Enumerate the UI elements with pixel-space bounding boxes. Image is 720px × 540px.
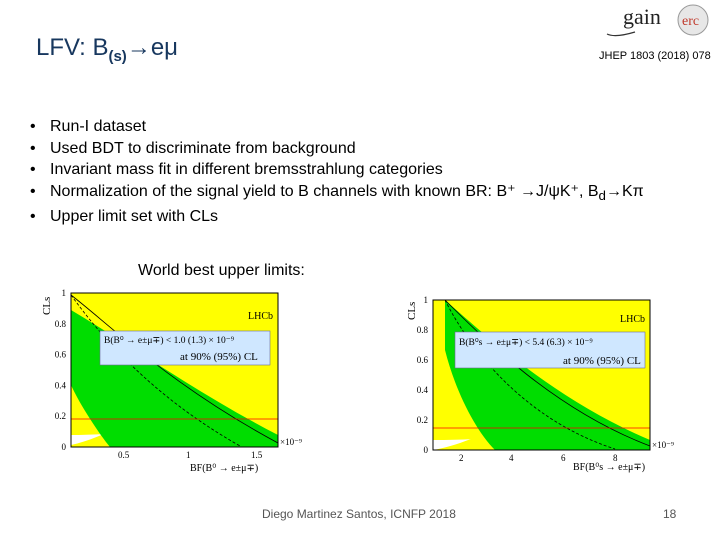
y-tick-label: 0.4 [417,385,429,395]
y-tick-label: 0.8 [55,319,67,329]
bullet-text: Upper limit set with CLs [50,208,219,226]
page-number: 18 [663,507,677,521]
journal-reference: JHEP 1803 (2018) 078 [599,50,711,62]
x-tick-label: 0.5 [118,450,130,460]
slide-title: LFV: B(s)→eμ [36,34,178,65]
y-tick-label: 0.2 [55,411,66,421]
bullet-subscript: d [598,187,606,203]
band-1sigma [445,300,650,450]
x-axis-label: BF(B⁰s → e±μ∓) [573,462,645,473]
limit-box [99,330,271,366]
bullet-text-main: Normalization of the signal yield to B c… [50,182,599,200]
y-tick-label: 0 [424,445,429,455]
bullet-marker: • [30,208,36,226]
y-tick-label: 0.4 [55,380,67,390]
arrow-icon: → [126,34,151,61]
logo-text-gain: gain [623,4,661,29]
bullet-item: • Upper limit set with CLs [30,206,670,228]
y-tick-label: 0 [62,442,67,452]
bullet-marker: • [30,118,36,135]
logo-text-erc: erc [682,14,699,29]
x-scale-label: ×10⁻⁹ [280,437,302,447]
cls-plot-b0: CLs LHCb B(B⁰ → e±μ∓) < 1.0 (1.3) × 10⁻⁹… [41,288,302,474]
plot-area [70,292,279,448]
bullet-item: • Used BDT to discriminate from backgroun… [30,138,670,160]
bullet-text-tail: →Kπ [605,182,644,200]
x-axis-label: BF(B⁰ → e±μ∓) [190,463,258,474]
bullet-marker: • [30,139,36,157]
x-tick-label: 8 [613,453,618,463]
bullet-text: Used BDT to discriminate from background [50,139,356,157]
title-subscript: (s) [108,48,127,65]
footer-author: Diego Martinez Santos, ICNFP 2018 [262,507,456,521]
x-tick-label: 1 [186,450,191,460]
x-tick-label: 6 [561,453,566,463]
cls-plot-bs: CLs LHCb B(B⁰s → e±μ∓) < 5.4 (6.3) × 10⁻… [406,295,674,473]
x-tick-label: 1.5 [251,450,263,460]
y-tick-label: 1 [62,288,67,298]
limit-box [454,331,646,369]
y-tick-label: 0.6 [417,355,429,365]
bullet-marker: • [30,161,36,178]
y-tick-label: 1 [424,295,429,305]
bullet-list: • Run-I dataset • Used BDT to discriminate… [30,116,670,228]
tick-labels: 0.5 1 1.5 0 0.2 0.4 0.6 0.8 1 [55,288,263,460]
plots-caption: World best upper limits: [138,262,305,279]
x-scale-label: ×10⁻⁹ [652,440,674,450]
bullet-item: • Run-I dataset [30,116,670,138]
experiment-label: LHCb [248,311,273,322]
y-tick-label: 0.6 [55,350,67,360]
y-axis-label: CLs [41,297,53,315]
observed-curve [70,294,241,447]
limit-text: B(B⁰ → e±μ∓) < 1.0 (1.3) × 10⁻⁹ [104,335,235,346]
limit-text: B(B⁰s → e±μ∓) < 5.4 (6.3) × 10⁻⁹ [459,337,593,348]
bullet-item: • Invariant mass fit in different bremsst… [30,159,670,181]
bullet-text: Normalization of the signal yield to B c… [50,181,670,207]
title-end: eμ [150,34,178,61]
title-main: LFV: B [36,34,109,61]
bullet-item: • Normalization of the signal yield to B … [30,181,670,207]
x-tick-label: 4 [509,453,514,463]
expected-curve [444,299,651,447]
y-tick-label: 0.2 [417,415,428,425]
bullet-text: Run-I dataset [50,118,147,135]
bullet-marker: • [30,182,36,200]
y-axis-label: CLs [406,302,418,320]
plot-frame [432,299,651,451]
bullet-text: Invariant mass fit in different bremsstr… [50,161,443,178]
y-tick-label: 0.8 [417,325,429,335]
experiment-label: LHCb [620,314,645,325]
observed-curve [444,299,616,450]
tick-labels: 2 4 6 8 0 0.2 0.4 0.6 0.8 1 [417,295,618,463]
gain-erc-logo: gain erc [606,4,709,37]
plot-area [432,299,651,451]
confidence-level-text: at 90% (95%) CL [563,355,641,367]
x-tick-label: 2 [459,453,464,463]
plot-frame [70,292,279,448]
confidence-level-text: at 90% (95%) CL [180,351,258,363]
